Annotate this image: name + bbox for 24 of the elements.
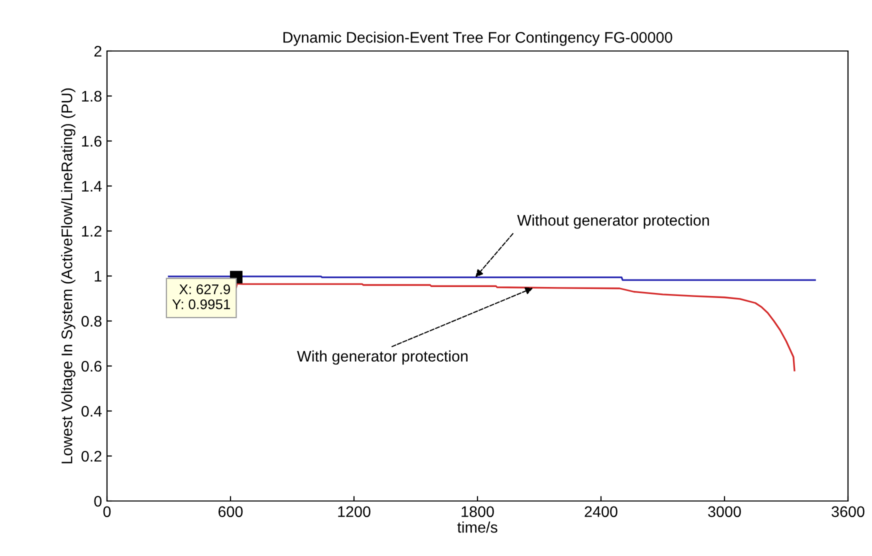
y-tick-label: 1.6 <box>82 136 102 147</box>
y-tick-label: 1 <box>94 271 102 282</box>
annotation: With generator protection <box>297 350 468 365</box>
y-tick-label: 0 <box>94 496 102 507</box>
y-tick-label: 0.2 <box>82 450 102 462</box>
x-tick-label: 0 <box>103 506 111 518</box>
y-tick-label: 0.4 <box>82 406 102 417</box>
x-tick-label: 1200 <box>338 506 370 518</box>
y-tick-label: 0.6 <box>82 360 102 372</box>
y-axis-title: Lowest Voltage In System (ActiveFlow/LineRating) (PU) <box>61 88 76 464</box>
x-tick-label: 1800 <box>462 506 494 518</box>
y-tick-label: 1.2 <box>82 226 102 237</box>
annotation: X: 627.9 Y: 0.9951 <box>172 284 230 310</box>
x-tick-label: 600 <box>218 506 243 518</box>
x-tick-label: 3000 <box>708 506 741 518</box>
x-axis-title: time/s <box>457 521 498 533</box>
y-tick-label: 1.8 <box>82 90 102 102</box>
chart-title: Dynamic Decision-Event Tree For Contingency FG-00000 <box>283 32 672 46</box>
y-tick-label: 1.4 <box>82 181 102 192</box>
x-tick-label: 3600 <box>832 506 864 518</box>
y-tick-label: 2 <box>94 46 102 57</box>
y-tick-label: 0.8 <box>82 316 102 327</box>
x-tick-label: 2400 <box>584 506 618 518</box>
annotation: Without generator protection <box>517 214 709 229</box>
